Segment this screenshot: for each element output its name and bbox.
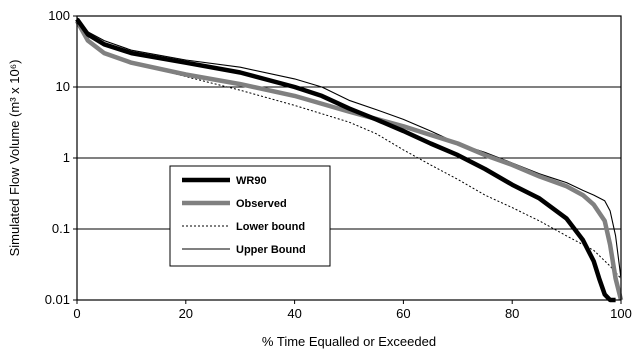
y-axis-ticks: 0.01 0.1 1 10 100	[45, 8, 77, 307]
y-axis-label: Simulated Flow Volume (m³ x 10⁶)	[7, 60, 22, 257]
x-tick-label: 20	[179, 306, 193, 321]
series-lines	[75, 17, 624, 303]
y-tick-label: 10	[56, 79, 70, 94]
x-axis-label: % Time Equalled or Exceeded	[262, 334, 436, 349]
legend: WR90 Observed Lower bound Upper Bound	[169, 165, 331, 267]
y-tick-label: 0.1	[52, 221, 70, 236]
legend-label-upper-bound: Upper Bound	[236, 244, 306, 256]
series-line-lower-bound	[76, 22, 622, 279]
x-tick-label: 0	[73, 306, 80, 321]
series-line-upper-bound	[76, 17, 622, 279]
legend-label-wr90: WR90	[236, 175, 267, 187]
x-tick-label: 40	[287, 306, 301, 321]
legend-label-observed: Observed	[236, 198, 287, 210]
series-line-wr90	[75, 17, 616, 303]
y-tick-label: 100	[48, 8, 70, 23]
y-tick-label: 1	[63, 150, 70, 165]
x-tick-label: 80	[505, 306, 519, 321]
y-tick-label: 0.01	[45, 292, 70, 307]
x-axis-ticks: 0 20 40 60 80 100	[73, 300, 632, 321]
x-tick-label: 60	[396, 306, 410, 321]
legend-label-lower-bound: Lower bound	[236, 221, 305, 233]
series-line-observed	[75, 19, 624, 301]
x-tick-label: 100	[610, 306, 632, 321]
